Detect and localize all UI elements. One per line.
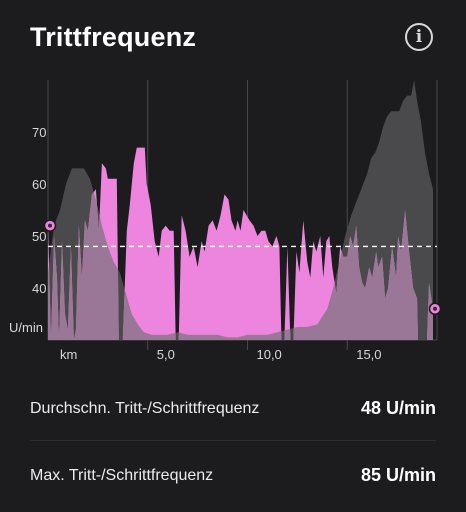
y-tick-label: 60: [32, 177, 46, 192]
x-tick-label: 10,0: [256, 347, 281, 362]
info-glyph: i: [415, 27, 423, 47]
y-tick-label: 50: [32, 229, 46, 244]
x-tick-labels: 5,0 10,0 15,0: [157, 347, 382, 362]
page-title: Trittfrequenz: [30, 22, 197, 52]
max-cadence-value: 85 U/min: [360, 465, 436, 485]
y-tick-labels: 40 50 60 70: [32, 125, 46, 296]
info-icon[interactable]: i: [405, 23, 433, 51]
cadence-chart: 40 50 60 70 5,0 10,0 15,0 U/min km: [9, 80, 442, 362]
avg-cadence-label: Durchschn. Tritt-/Schrittfrequenz: [30, 400, 260, 417]
divider: [30, 440, 436, 441]
y-tick-label: 70: [32, 125, 46, 140]
markers: [43, 219, 442, 316]
y-tick-label: 40: [32, 281, 46, 296]
marker-inner: [48, 223, 52, 228]
x-tick-label: 15,0: [356, 347, 381, 362]
max-cadence-label: Max. Tritt-/Schrittfrequenz: [30, 467, 214, 484]
elevation-area: [48, 80, 434, 340]
x-axis-label: km: [60, 347, 77, 362]
y-axis-label: U/min: [9, 320, 43, 335]
x-tick-label: 5,0: [157, 347, 175, 362]
avg-cadence-value: 48 U/min: [360, 398, 436, 418]
marker-inner: [433, 306, 437, 311]
